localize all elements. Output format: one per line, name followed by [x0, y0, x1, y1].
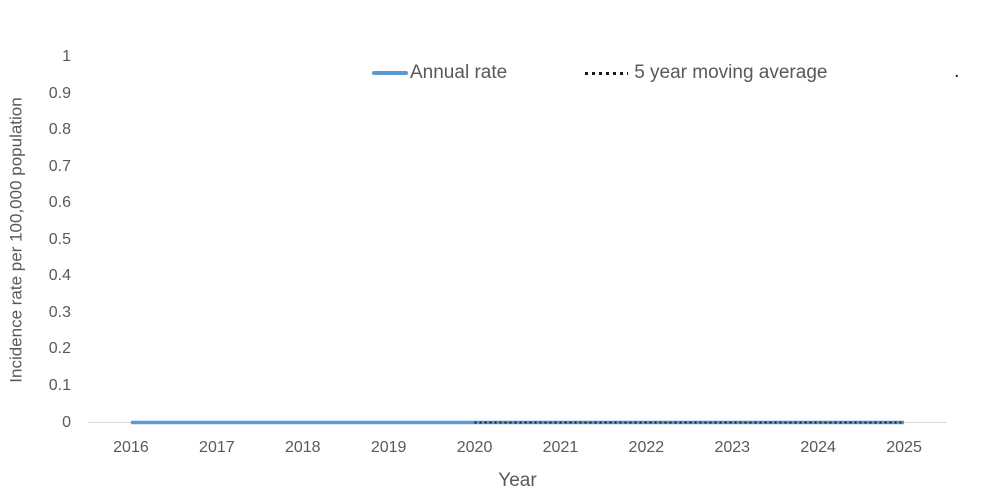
- legend: Annual rate 5 year moving average: [372, 60, 827, 86]
- solid-line-icon: [372, 71, 408, 75]
- legend-label-annual-rate: Annual rate: [410, 62, 508, 83]
- legend-label-moving-average: 5 year moving average: [634, 62, 828, 83]
- x-axis-title: Year: [498, 470, 537, 491]
- legend-item-moving-average: 5 year moving average: [585, 62, 827, 84]
- legend-item-annual-rate: Annual rate: [372, 62, 507, 84]
- legend-stray-dot: .: [954, 60, 960, 82]
- dotted-line-icon: [585, 71, 629, 75]
